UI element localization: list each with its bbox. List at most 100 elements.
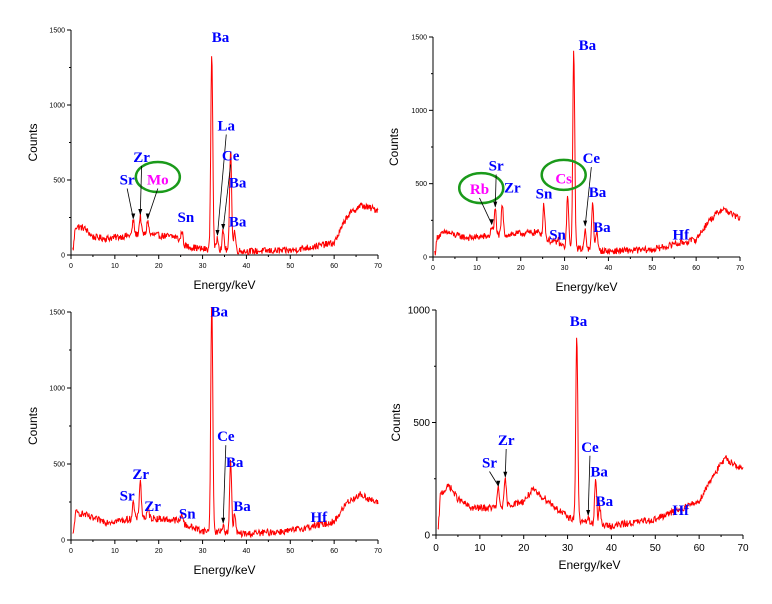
spectrum-panel-top-right: 0 10 20 30 40 50 60 70 0 500 1000 1500 Energy/keV Cou… (387, 34, 744, 294)
x-tick-label: 60 (692, 265, 700, 272)
x-tick-label: 10 (473, 265, 481, 272)
highlight-circle (457, 171, 505, 205)
element-label: Ba (226, 455, 244, 471)
highlight-circle (540, 158, 587, 192)
y-tick-label: 1000 (49, 102, 65, 109)
x-tick-label: 50 (648, 265, 656, 272)
element-label: Hf (672, 227, 690, 243)
peak-arrowhead (221, 224, 226, 230)
element-label: Hf (310, 510, 328, 526)
y-tick-label: 0 (61, 537, 65, 544)
peak-arrow (222, 445, 227, 523)
x-axis-label: Energy/keV (555, 280, 617, 294)
x-tick-label: 40 (606, 543, 618, 554)
spectrum-line (437, 337, 744, 531)
x-tick-label: 20 (155, 263, 163, 270)
element-label: Ba (570, 314, 588, 330)
peak-arrow (479, 197, 493, 225)
element-label: Sr (120, 173, 135, 189)
element-label: Ba (593, 220, 611, 236)
x-tick-label: 70 (374, 548, 382, 555)
peak-arrow (584, 167, 592, 226)
x-tick-label: 10 (111, 263, 119, 270)
element-label: Ce (583, 151, 601, 167)
y-tick-label: 1000 (49, 385, 65, 392)
element-label: Sr (489, 158, 504, 174)
element-label: Sn (179, 507, 196, 523)
y-tick-label: 1500 (49, 27, 65, 34)
element-label: Hf (672, 503, 690, 519)
highlight-circle (134, 160, 182, 194)
x-tick-label: 70 (374, 263, 382, 270)
spectrum-panel-top-left: 0 10 20 30 40 50 60 70 0 500 1000 1500 Energy/keV Cou… (26, 27, 382, 292)
x-tick-label: 60 (330, 263, 338, 270)
element-label: Sn (549, 227, 566, 243)
element-label: Ba (229, 176, 247, 192)
spectrum-line (72, 56, 379, 256)
x-tick-label: 50 (650, 543, 662, 554)
element-label: Cs (555, 172, 572, 188)
x-tick-label: 50 (286, 548, 294, 555)
x-tick-label: 50 (286, 263, 294, 270)
x-tick-label: 70 (736, 265, 744, 272)
spectrum-line (434, 50, 741, 256)
x-tick-label: 20 (517, 265, 525, 272)
x-axis-label: Energy/keV (193, 278, 255, 292)
x-tick-label: 30 (199, 548, 207, 555)
element-label: Zr (132, 467, 149, 483)
spectrum-panel-bottom-right: 0 10 20 30 40 50 60 70 0 500 1000 Energy/keV Counts S… (389, 306, 749, 573)
peak-arrow (139, 165, 143, 215)
element-label: Sr (120, 488, 135, 504)
x-tick-label: 60 (330, 548, 338, 555)
x-tick-label: 40 (243, 263, 251, 270)
element-label: Rb (470, 182, 489, 198)
element-label: Sn (536, 186, 553, 202)
y-tick-label: 0 (424, 531, 430, 542)
element-label: Zr (504, 180, 521, 196)
x-tick-label: 20 (155, 548, 163, 555)
y-axis-label: Counts (387, 128, 401, 166)
element-label: Zr (144, 499, 161, 515)
x-tick-label: 20 (518, 543, 530, 554)
y-tick-label: 500 (53, 177, 65, 184)
x-tick-label: 30 (562, 543, 574, 554)
peak-arrowhead (503, 471, 508, 478)
x-tick-label: 40 (605, 265, 613, 272)
peak-arrowhead (215, 230, 220, 236)
element-label: Zr (133, 150, 150, 166)
peak-arrowhead (489, 219, 494, 226)
y-tick-label: 500 (53, 461, 65, 468)
y-axis-label: Counts (26, 407, 40, 445)
element-label: Ba (579, 38, 597, 54)
x-tick-label: 0 (69, 548, 73, 555)
spectrum-panel-bottom-left: 0 10 20 30 40 50 60 70 0 500 1000 1500 Energy/keV Cou… (26, 305, 382, 577)
element-label: Zr (498, 433, 515, 449)
x-tick-label: 30 (199, 263, 207, 270)
peak-arrow (587, 455, 591, 516)
element-label: Ba (596, 494, 614, 510)
element-label: Sn (178, 210, 195, 226)
peak-arrowhead (583, 220, 588, 227)
element-label: Ce (217, 429, 235, 445)
element-label: Ba (589, 185, 607, 201)
x-axis-label: Energy/keV (193, 563, 255, 577)
element-label: Ba (212, 30, 230, 46)
x-tick-label: 30 (561, 265, 569, 272)
element-label: Mo (147, 173, 169, 189)
y-tick-label: 500 (415, 181, 427, 188)
x-tick-label: 0 (69, 263, 73, 270)
y-tick-label: 1500 (411, 34, 427, 41)
y-tick-label: 0 (61, 252, 65, 259)
peak-arrowhead (138, 209, 143, 215)
x-tick-label: 60 (694, 543, 706, 554)
peak-arrowhead (145, 213, 150, 220)
peak-arrowhead (496, 480, 501, 487)
x-tick-label: 70 (737, 543, 749, 554)
y-tick-label: 1000 (408, 306, 431, 317)
spectrum-line (72, 307, 379, 539)
peak-arrow (489, 471, 499, 486)
element-label: Ba (590, 465, 608, 481)
element-label: Ba (210, 305, 228, 321)
x-axis-label: Energy/keV (558, 558, 620, 572)
